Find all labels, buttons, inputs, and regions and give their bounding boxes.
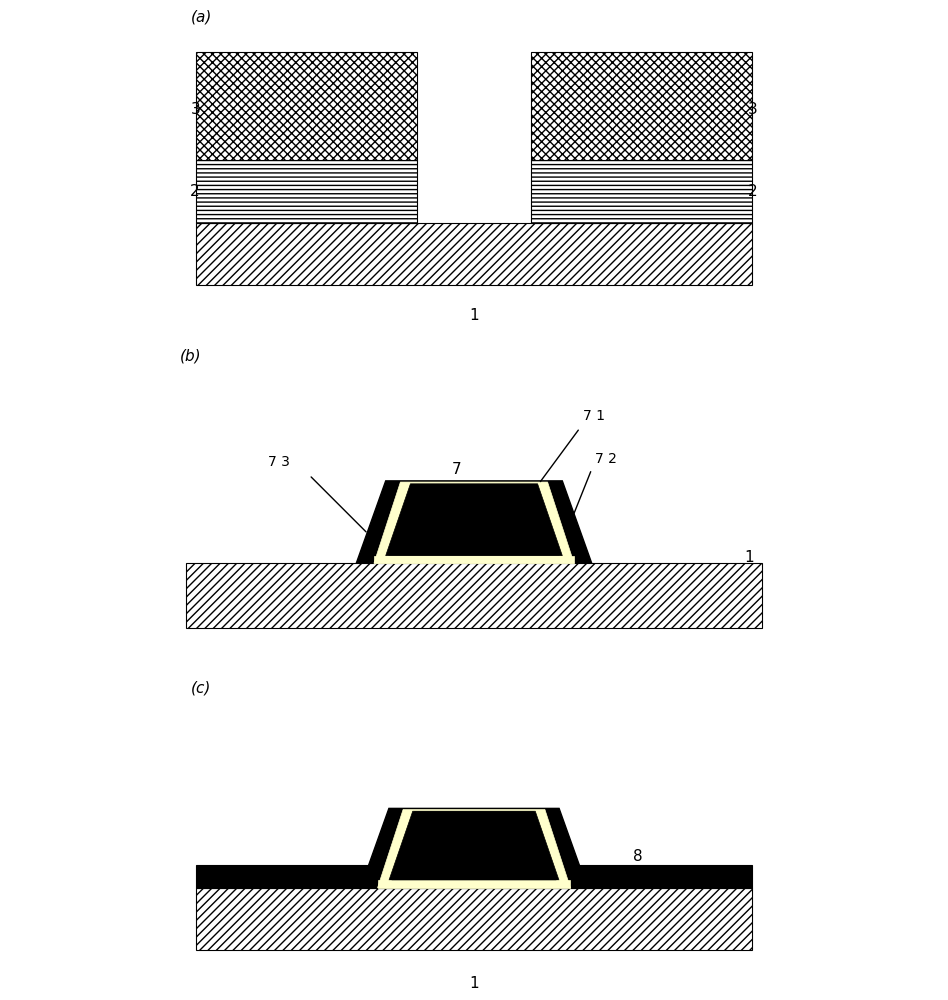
Bar xyxy=(196,52,417,160)
Polygon shape xyxy=(374,556,574,563)
Text: 1: 1 xyxy=(469,976,479,991)
Polygon shape xyxy=(389,484,559,555)
Bar xyxy=(196,160,417,223)
Polygon shape xyxy=(389,811,559,880)
Bar xyxy=(531,160,752,223)
Text: 1: 1 xyxy=(469,308,479,323)
Text: 7 3: 7 3 xyxy=(268,455,290,469)
Text: (b): (b) xyxy=(180,348,201,363)
Text: 2: 2 xyxy=(191,184,200,199)
Polygon shape xyxy=(374,482,574,563)
Text: 8: 8 xyxy=(633,849,643,864)
Polygon shape xyxy=(356,481,592,563)
Text: 7 2: 7 2 xyxy=(594,452,616,466)
Text: 7: 7 xyxy=(451,462,461,477)
Text: 1: 1 xyxy=(745,550,755,565)
Polygon shape xyxy=(360,808,588,888)
Text: 3: 3 xyxy=(748,102,757,117)
Bar xyxy=(531,52,752,160)
Bar xyxy=(196,888,752,950)
Polygon shape xyxy=(392,812,556,880)
Text: 3: 3 xyxy=(191,102,200,117)
Bar xyxy=(186,563,762,628)
Text: 2: 2 xyxy=(748,184,757,199)
Text: 7 1: 7 1 xyxy=(583,409,605,423)
Polygon shape xyxy=(386,484,562,556)
Polygon shape xyxy=(377,810,571,888)
Bar xyxy=(196,223,752,285)
Polygon shape xyxy=(377,880,571,888)
Text: (a): (a) xyxy=(191,10,211,25)
Bar xyxy=(196,865,752,888)
Text: (c): (c) xyxy=(191,681,210,696)
